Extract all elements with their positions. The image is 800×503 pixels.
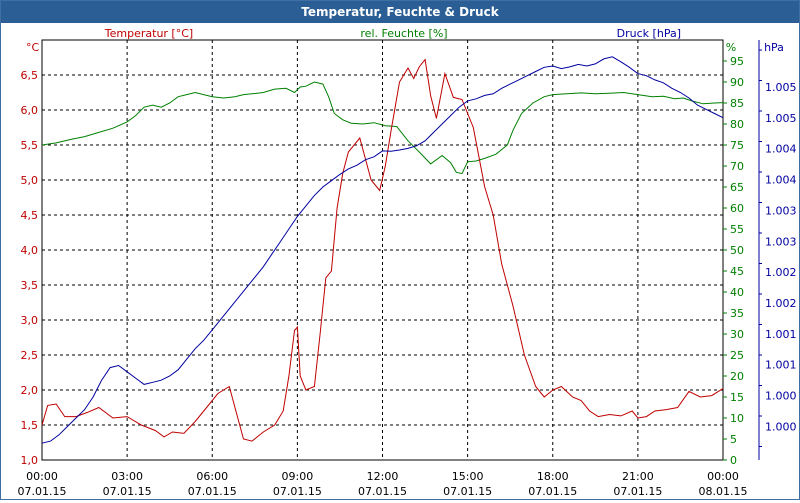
tick-label-time: 09:00 (282, 470, 314, 483)
tick-label-pressure: 1.002 (765, 266, 797, 279)
tick-label-humidity: 50 (730, 244, 744, 257)
tick-label-temperature: 4,0 (21, 244, 39, 257)
tick-label-temperature: 3,0 (21, 314, 39, 327)
tick-label-pressure: 1.000 (765, 390, 797, 403)
tick-label-temperature: 2,5 (21, 349, 39, 362)
tick-label-date: 07.01.15 (103, 485, 152, 498)
tick-label-temperature: 5,5 (21, 139, 39, 152)
tick-label-pressure: 1.005 (765, 81, 797, 94)
tick-label-humidity: 55 (730, 223, 744, 236)
chart-area: 1,0 1,5 2,0 2,5 3,0 3,5 4,0 4,5 5,0 5,5 6,0 6,5 0 5 1… (1, 23, 799, 499)
tick-label-date: 07.01.15 (528, 485, 577, 498)
axis-unit-temperature: °C (26, 41, 40, 54)
axis-humidity: 0 5 10 15 20 25 30 35 40 45 50 55 60 65 70 75 80 85 90 95 (723, 55, 744, 467)
axis-time: 00:00 07.01.15 03:00 07.01.15 06:00 07.01.15 0… (18, 470, 748, 498)
tick-label-time: 06:00 (196, 470, 228, 483)
axis-temperature: 1,0 1,5 2,0 2,5 3,0 3,5 4,0 4,5 5,0 5,5 6,0 6,5 (21, 69, 39, 467)
tick-label-date: 07.01.15 (273, 485, 322, 498)
series-temperature-line (41, 58, 724, 442)
tick-label-time: 21:00 (622, 470, 654, 483)
tick-label-date: 08.01.15 (699, 485, 748, 498)
axis-unit-humidity: % (726, 41, 736, 54)
tick-label-temperature: 6,5 (21, 69, 39, 82)
tick-label-time: 12:00 (367, 470, 399, 483)
tick-label-humidity: 45 (730, 265, 744, 278)
tick-label-humidity: 15 (730, 391, 744, 404)
tick-label-pressure: 1.004 (765, 143, 797, 156)
tick-label-time: 00:00 (26, 470, 58, 483)
tick-label-time: 03:00 (111, 470, 143, 483)
tick-label-humidity: 25 (730, 349, 744, 362)
tick-label-temperature: 3,5 (21, 279, 39, 292)
tick-label-pressure: 1.005 (765, 112, 797, 125)
tick-label-pressure: 1.003 (765, 204, 797, 217)
tick-label-humidity: 95 (730, 55, 744, 68)
tick-label-humidity: 90 (730, 76, 744, 89)
tick-label-time: 15:00 (452, 470, 484, 483)
tick-label-date: 07.01.15 (358, 485, 407, 498)
tick-label-temperature: 5,0 (21, 174, 39, 187)
tick-label-temperature: 6,0 (21, 104, 39, 117)
tick-label-pressure: 1.000 (765, 420, 797, 433)
tick-label-humidity: 70 (730, 160, 744, 173)
tick-label-date: 07.01.15 (613, 485, 662, 498)
tick-label-humidity: 60 (730, 202, 744, 215)
grid (42, 40, 723, 460)
series-pressure-line (41, 56, 724, 444)
tick-label-humidity: 65 (730, 181, 744, 194)
tick-label-humidity: 0 (730, 454, 737, 467)
axis-pressure: 1.005 1.005 1.004 1.004 1.003 1.003 1.002 1.002… (758, 40, 797, 460)
tick-label-humidity: 35 (730, 307, 744, 320)
tick-label-temperature: 4,5 (21, 209, 39, 222)
tick-label-humidity: 10 (730, 412, 744, 425)
tick-label-humidity: 85 (730, 97, 744, 110)
tick-label-pressure: 1.001 (765, 328, 797, 341)
series-humidity-line (41, 81, 724, 175)
tick-label-humidity: 75 (730, 139, 744, 152)
legend-pressure: Druck [hPa] (617, 27, 681, 40)
tick-label-temperature: 1,0 (21, 454, 39, 467)
tick-label-humidity: 80 (730, 118, 744, 131)
axis-unit-pressure: hPa (764, 41, 784, 54)
tick-label-time: 18:00 (537, 470, 569, 483)
chart-svg: 1,0 1,5 2,0 2,5 3,0 3,5 4,0 4,5 5,0 5,5 6,0 6,5 0 5 1… (18, 27, 797, 498)
tick-label-date: 07.01.15 (18, 485, 67, 498)
tick-label-pressure: 1.001 (765, 359, 797, 372)
legend-humidity: rel. Feuchte [%] (360, 27, 447, 40)
tick-label-temperature: 2,0 (21, 384, 39, 397)
tick-label-pressure: 1.003 (765, 235, 797, 248)
tick-label-humidity: 5 (730, 433, 737, 446)
tick-label-humidity: 20 (730, 370, 744, 383)
tick-label-pressure: 1.004 (765, 174, 797, 187)
tick-label-time: 00:00 (707, 470, 739, 483)
tick-label-date: 07.01.15 (188, 485, 237, 498)
tick-label-temperature: 1,5 (21, 419, 39, 432)
tick-label-date: 07.01.15 (443, 485, 492, 498)
tick-label-humidity: 40 (730, 286, 744, 299)
tick-label-pressure: 1.002 (765, 297, 797, 310)
tick-label-humidity: 30 (730, 328, 744, 341)
window-title: Temperatur, Feuchte & Druck (1, 1, 799, 23)
legend-temperature: Temperatur [°C] (104, 27, 193, 40)
series-layer (41, 56, 724, 444)
